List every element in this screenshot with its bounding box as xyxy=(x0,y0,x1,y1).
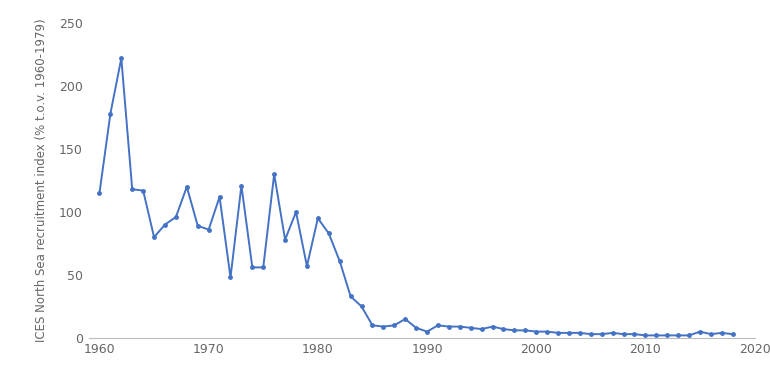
Y-axis label: ICES North Sea recruitment index (% t.o.v. 1960-1979): ICES North Sea recruitment index (% t.o.… xyxy=(35,19,48,342)
